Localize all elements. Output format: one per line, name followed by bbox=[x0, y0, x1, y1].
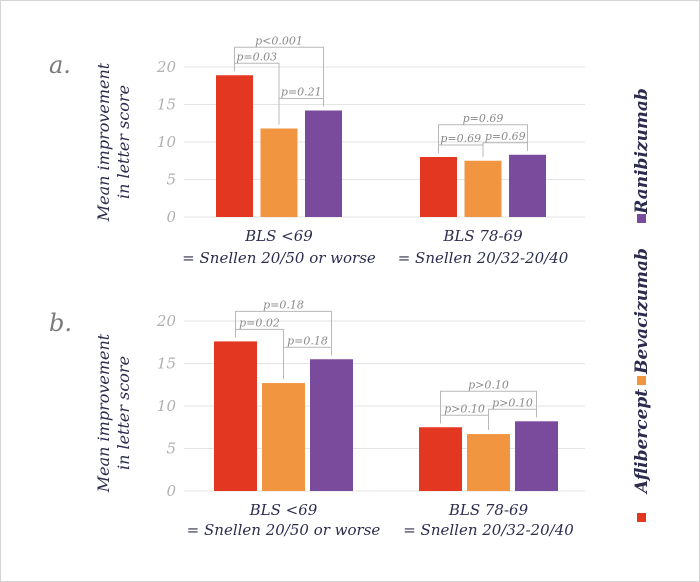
significance-bracket bbox=[278, 98, 324, 125]
legend-swatch bbox=[637, 214, 646, 223]
bar-bevacizumab bbox=[464, 160, 502, 217]
significance-bracket bbox=[438, 144, 484, 157]
y-tick-label: 15 bbox=[157, 96, 176, 114]
bar-bevacizumab bbox=[262, 383, 305, 491]
significance-bracket bbox=[234, 46, 324, 107]
legend-label: Aflibercept bbox=[632, 389, 652, 495]
legend-label: Bevacizumab bbox=[632, 248, 652, 375]
bar-bevacizumab bbox=[467, 434, 510, 491]
category-sublabel: = Snellen 20/50 or worse bbox=[182, 249, 376, 267]
p-value-label: p=0.18 bbox=[287, 334, 328, 347]
p-value-label: p=0.03 bbox=[236, 50, 277, 63]
y-tick-label: 0 bbox=[166, 208, 176, 226]
y-axis-label-line: Mean improvement bbox=[94, 333, 113, 493]
y-tick-label: 10 bbox=[157, 397, 177, 415]
category-sublabel: = Snellen 20/32-20/40 bbox=[398, 249, 569, 267]
significance-bracket bbox=[482, 142, 528, 157]
p-value-label: p=0.02 bbox=[239, 316, 280, 329]
panel-label: a. bbox=[49, 51, 71, 79]
bar-aflibercept bbox=[214, 341, 257, 491]
panel-label: b. bbox=[49, 309, 72, 337]
category-label: BLS 78-69 bbox=[448, 501, 529, 519]
p-value-label: p>0.10 bbox=[444, 402, 485, 415]
bar-ranibizumab bbox=[305, 110, 342, 217]
p-value-label: p=0.69 bbox=[463, 112, 504, 125]
bar-ranibizumab bbox=[509, 154, 546, 217]
y-tick-label: 20 bbox=[156, 312, 177, 330]
significance-bracket bbox=[235, 310, 332, 356]
bar-bevacizumab bbox=[260, 128, 298, 217]
bar-aflibercept bbox=[216, 75, 253, 217]
y-tick-label: 5 bbox=[166, 440, 176, 458]
bar-aflibercept bbox=[419, 427, 462, 491]
significance-bracket bbox=[438, 124, 528, 153]
p-value-label: p=0.69 bbox=[440, 132, 481, 145]
y-tick-label: 10 bbox=[157, 133, 177, 151]
y-tick-label: 20 bbox=[156, 58, 177, 76]
y-axis-label-line: in letter score bbox=[114, 85, 133, 199]
p-value-label: p>0.10 bbox=[468, 378, 509, 391]
y-tick-label: 15 bbox=[157, 355, 176, 373]
y-tick-label: 0 bbox=[166, 482, 176, 500]
category-label: BLS <69 bbox=[249, 501, 318, 519]
legend-label: Ranibizumab bbox=[632, 88, 652, 215]
y-tick-label: 5 bbox=[166, 171, 176, 189]
legend-swatch bbox=[637, 513, 646, 522]
category-sublabel: = Snellen 20/32-20/40 bbox=[403, 521, 574, 539]
p-value-label: p=0.69 bbox=[485, 130, 526, 143]
y-axis-label: Mean improvementin letter score bbox=[94, 333, 133, 493]
bar-aflibercept bbox=[420, 157, 457, 217]
y-axis-label-line: Mean improvement bbox=[94, 62, 113, 222]
bar-ranibizumab bbox=[515, 421, 558, 491]
p-value-label: p<0.001 bbox=[255, 34, 303, 47]
p-value-label: p=0.21 bbox=[281, 86, 322, 99]
y-axis-label-line: in letter score bbox=[114, 356, 133, 470]
legend-swatch bbox=[637, 376, 646, 385]
category-sublabel: = Snellen 20/50 or worse bbox=[187, 521, 381, 539]
y-axis-label: Mean improvementin letter score bbox=[94, 62, 133, 222]
category-label: BLS 78-69 bbox=[442, 227, 523, 245]
category-label: BLS <69 bbox=[244, 227, 313, 245]
p-value-label: p>0.10 bbox=[492, 396, 533, 409]
significance-bracket bbox=[440, 390, 537, 424]
p-value-label: p=0.18 bbox=[263, 298, 304, 311]
bar-ranibizumab bbox=[310, 359, 353, 491]
